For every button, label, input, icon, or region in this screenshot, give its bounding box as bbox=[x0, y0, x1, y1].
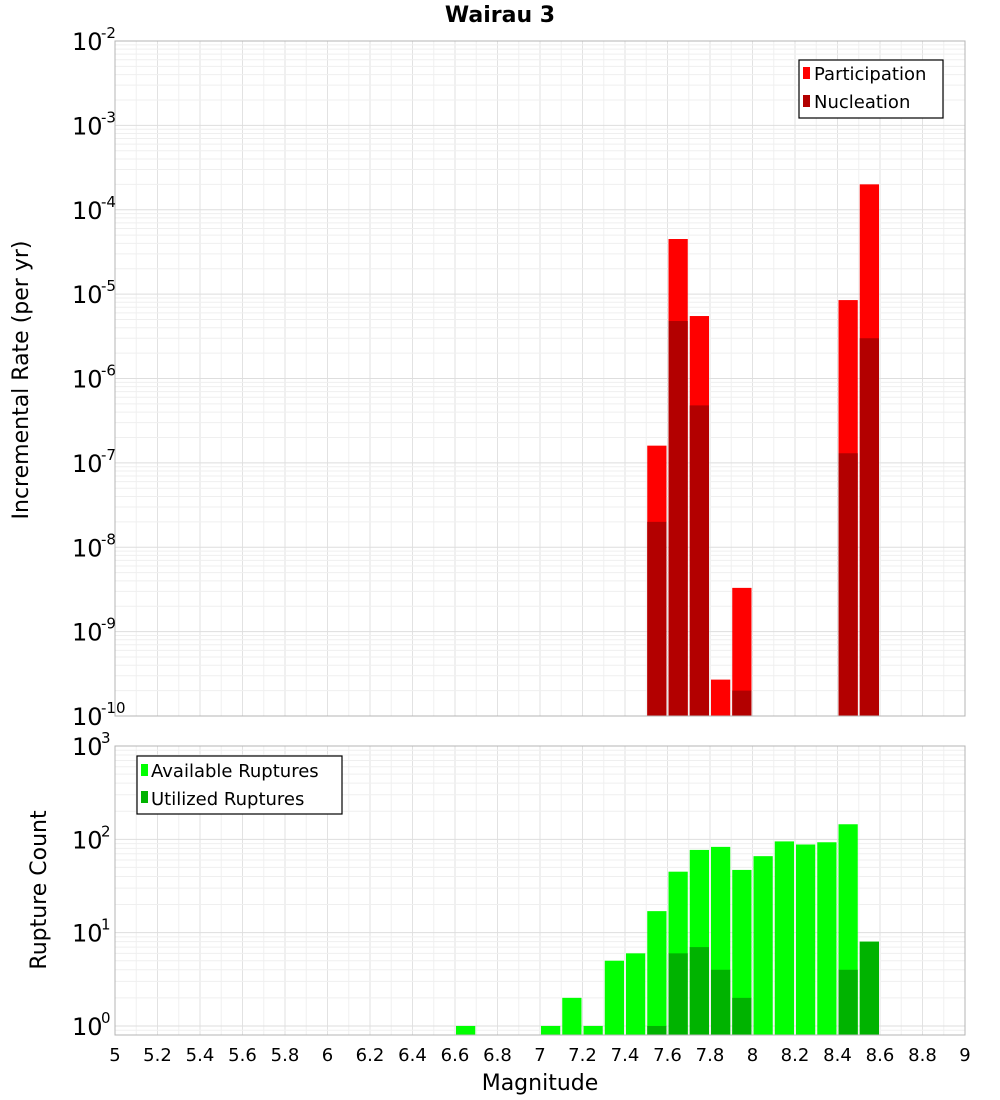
bottom-legend: Available Ruptures Utilized Ruptures bbox=[136, 755, 343, 815]
x-tick-label: 6.4 bbox=[398, 1045, 427, 1066]
x-tick-label: 5.4 bbox=[186, 1045, 215, 1066]
top-bars bbox=[647, 184, 879, 717]
top-y-tick-exponent: -3 bbox=[101, 108, 116, 126]
bottom-bar-available-ruptures bbox=[456, 1025, 476, 1035]
bottom-bar-utilized-ruptures bbox=[732, 997, 752, 1035]
top-bar-nucleation bbox=[838, 453, 858, 716]
top-y-tick-exponent: -10 bbox=[101, 699, 126, 717]
bottom-bar-available-ruptures bbox=[753, 856, 773, 1035]
bottom-bar-utilized-ruptures bbox=[647, 1025, 667, 1035]
top-y-tick-label: 10 bbox=[72, 619, 103, 647]
top-y-axis-label: Incremental Rate (per yr) bbox=[9, 241, 34, 520]
x-tick-label: 6.2 bbox=[356, 1045, 385, 1066]
x-tick-labels: 5 5.2 5.4 5.6 5.8 6 6.2 6.4 6.6 6.8 7 7.2 7.4 7.6 7.8 8… bbox=[109, 1045, 970, 1066]
x-tick-label: 8.2 bbox=[781, 1045, 810, 1066]
legend-label-utilized-ruptures: Utilized Ruptures bbox=[151, 789, 304, 810]
x-tick-label: 7.8 bbox=[696, 1045, 725, 1066]
x-tick-label: 7 bbox=[534, 1045, 545, 1066]
bottom-bar-available-ruptures bbox=[604, 960, 624, 1035]
bottom-bars bbox=[456, 824, 879, 1035]
legend-swatch-participation bbox=[803, 67, 810, 79]
legend-swatch-utilized-ruptures bbox=[141, 791, 148, 803]
bottom-bar-available-ruptures bbox=[732, 869, 752, 1035]
bottom-bar-utilized-ruptures bbox=[838, 969, 858, 1035]
chart-title: Wairau 3 bbox=[445, 3, 555, 28]
bottom-bar-available-ruptures bbox=[647, 911, 667, 1035]
top-y-tick-exponent: -6 bbox=[101, 362, 116, 380]
top-y-tick-labels: 10-210-310-410-510-610-710-810-910-10 bbox=[72, 24, 126, 731]
legend-label-participation: Participation bbox=[814, 64, 926, 85]
x-tick-label: 8.4 bbox=[823, 1045, 852, 1066]
top-bar-nucleation bbox=[859, 338, 879, 716]
x-tick-label: 5.6 bbox=[228, 1045, 257, 1066]
top-gridlines bbox=[114, 40, 966, 717]
bottom-y-tick-label: 10 bbox=[72, 826, 103, 854]
x-tick-label: 8.8 bbox=[908, 1045, 937, 1066]
bottom-plot-frame bbox=[114, 745, 966, 1036]
top-plot-frame bbox=[114, 40, 966, 717]
x-tick-label: 8 bbox=[747, 1045, 758, 1066]
legend-label-nucleation: Nucleation bbox=[814, 92, 910, 113]
top-y-tick-label: 10 bbox=[72, 703, 103, 731]
x-tick-label: 5 bbox=[109, 1045, 120, 1066]
bottom-y-tick-exponent: 2 bbox=[101, 822, 111, 840]
top-y-tick-label: 10 bbox=[72, 366, 103, 394]
bottom-y-tick-label: 10 bbox=[72, 920, 103, 948]
x-tick-label: 5.8 bbox=[271, 1045, 300, 1066]
top-y-tick-exponent: -4 bbox=[101, 193, 116, 211]
bottom-bar-utilized-ruptures bbox=[859, 941, 879, 1035]
top-bar-nucleation bbox=[668, 321, 688, 716]
x-axis-label: Magnitude bbox=[482, 1071, 599, 1096]
top-y-tick-exponent: -5 bbox=[101, 277, 116, 295]
legend-swatch-nucleation bbox=[803, 95, 810, 107]
top-y-tick-label: 10 bbox=[72, 28, 103, 56]
bottom-bar-available-ruptures bbox=[796, 844, 816, 1035]
top-y-tick-label: 10 bbox=[72, 534, 103, 562]
bottom-bar-utilized-ruptures bbox=[668, 953, 688, 1035]
legend-label-available-ruptures: Available Ruptures bbox=[151, 761, 319, 782]
top-bar-nucleation bbox=[689, 405, 709, 716]
top-legend: Participation Nucleation bbox=[798, 59, 944, 119]
x-tick-label: 6.6 bbox=[441, 1045, 470, 1066]
top-y-tick-label: 10 bbox=[72, 112, 103, 140]
bottom-bar-available-ruptures bbox=[541, 1025, 561, 1035]
top-y-tick-exponent: -9 bbox=[101, 615, 116, 633]
top-bar-participation bbox=[711, 679, 731, 716]
bottom-bar-available-ruptures bbox=[817, 842, 837, 1035]
x-tick-label: 9 bbox=[959, 1045, 970, 1066]
bottom-bar-available-ruptures bbox=[583, 1025, 603, 1035]
x-tick-label: 6.8 bbox=[483, 1045, 512, 1066]
bottom-bar-available-ruptures bbox=[562, 997, 582, 1035]
top-y-tick-label: 10 bbox=[72, 197, 103, 225]
top-bar-nucleation bbox=[732, 690, 752, 716]
x-tick-label: 7.4 bbox=[611, 1045, 640, 1066]
top-y-tick-label: 10 bbox=[72, 450, 103, 478]
top-y-tick-exponent: -2 bbox=[101, 24, 116, 42]
bottom-y-tick-exponent: 3 bbox=[101, 729, 111, 747]
bottom-bar-utilized-ruptures bbox=[711, 969, 731, 1035]
legend-swatch-available-ruptures bbox=[141, 764, 148, 776]
top-y-tick-exponent: -8 bbox=[101, 530, 116, 548]
bottom-bar-available-ruptures bbox=[774, 841, 794, 1035]
bottom-y-tick-label: 10 bbox=[72, 733, 103, 761]
bottom-y-tick-label: 10 bbox=[72, 1013, 103, 1041]
bottom-bar-available-ruptures bbox=[626, 953, 646, 1035]
x-tick-label: 8.6 bbox=[866, 1045, 895, 1066]
top-y-tick-label: 10 bbox=[72, 281, 103, 309]
top-y-tick-exponent: -7 bbox=[101, 446, 116, 464]
x-tick-label: 7.2 bbox=[568, 1045, 597, 1066]
bottom-y-axis-label: Rupture Count bbox=[27, 810, 52, 970]
top-bar-nucleation bbox=[647, 521, 667, 716]
top-bar-participation bbox=[732, 587, 752, 716]
bottom-y-tick-exponent: 1 bbox=[101, 916, 111, 934]
bottom-y-tick-exponent: 0 bbox=[101, 1009, 111, 1027]
x-tick-label: 6 bbox=[322, 1045, 333, 1066]
bottom-bar-utilized-ruptures bbox=[689, 947, 709, 1035]
x-tick-label: 7.6 bbox=[653, 1045, 682, 1066]
x-tick-label: 5.2 bbox=[143, 1045, 172, 1066]
